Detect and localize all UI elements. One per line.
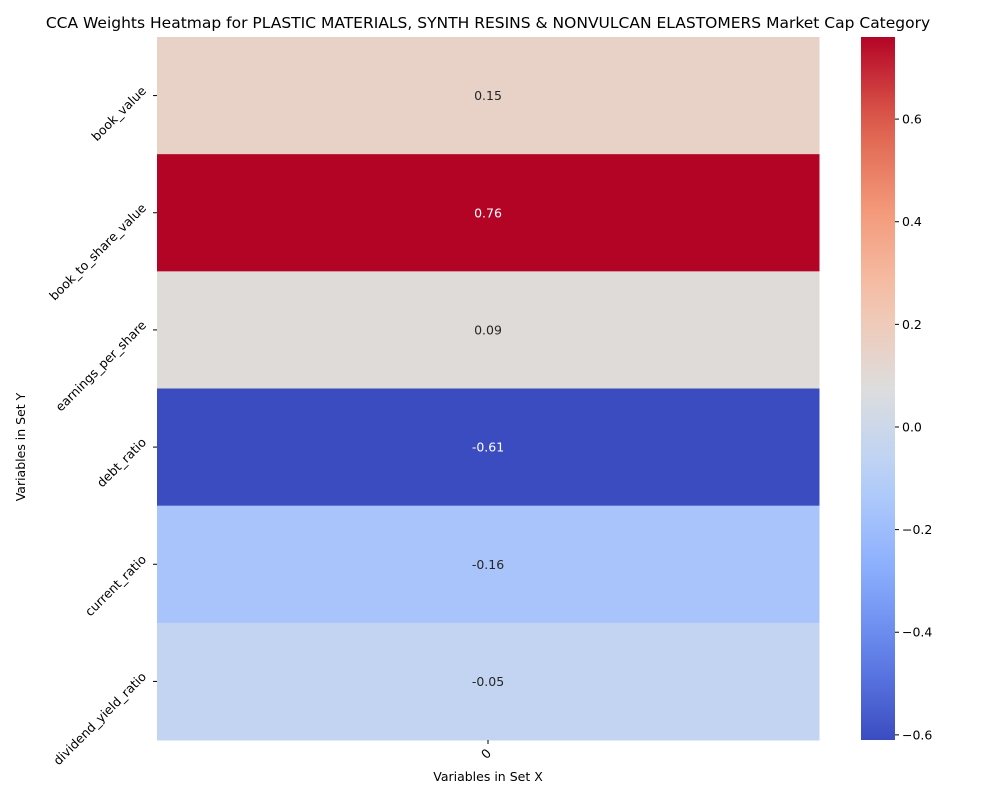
y-axis: book_value book_to_share_value earnings_pe… xyxy=(46,83,157,768)
colorbar-tick-label: −0.4 xyxy=(902,625,932,640)
colorbar-tick-label: 0.2 xyxy=(902,317,922,332)
colorbar-tick-label: 0.4 xyxy=(902,214,922,229)
colorbar-tick-label: 0.6 xyxy=(902,112,922,127)
x-tick-label: 0 xyxy=(478,745,494,761)
heatmap-cell xyxy=(157,505,820,624)
y-tick-label: dividend_yield_ratio xyxy=(50,669,149,768)
colorbar: −0.6 −0.4 −0.2 0.0 0.2 0.4 0.6 xyxy=(861,37,932,742)
y-axis-label: Variables in Set Y xyxy=(13,392,28,501)
heatmap-cell xyxy=(157,154,820,272)
chart-title: CCA Weights Heatmap for PLASTIC MATERIAL… xyxy=(46,14,930,32)
heatmap-cell xyxy=(157,388,820,507)
y-tick-label: book_value xyxy=(88,83,149,144)
x-axis-label: Variables in Set X xyxy=(433,769,543,784)
y-tick-label: earnings_per_share xyxy=(52,317,149,414)
y-tick-label: book_to_share_value xyxy=(46,200,149,303)
y-tick-label: debt_ratio xyxy=(94,435,150,491)
heatmap-cell xyxy=(157,271,820,389)
colorbar-tick-label: 0.0 xyxy=(902,419,922,434)
cell-value-label: 0.76 xyxy=(474,205,502,220)
heatmap-cell-labels: 0.15 0.76 0.09 -0.61 -0.16 -0.05 xyxy=(472,88,504,689)
heatmap-cell xyxy=(157,37,820,155)
colorbar-gradient xyxy=(861,37,895,740)
cell-value-label: -0.16 xyxy=(472,557,504,572)
heatmap-cells xyxy=(157,37,820,741)
cell-value-label: -0.61 xyxy=(472,440,504,455)
cell-value-label: 0.09 xyxy=(474,322,502,337)
colorbar-tick-label: −0.2 xyxy=(902,522,932,537)
x-axis: 0 xyxy=(478,740,494,762)
y-tick-label: current_ratio xyxy=(82,552,149,619)
cell-value-label: 0.15 xyxy=(474,88,502,103)
heatmap-cell xyxy=(157,622,820,741)
colorbar-tick-label: −0.6 xyxy=(902,727,932,742)
cell-value-label: -0.05 xyxy=(472,674,504,689)
